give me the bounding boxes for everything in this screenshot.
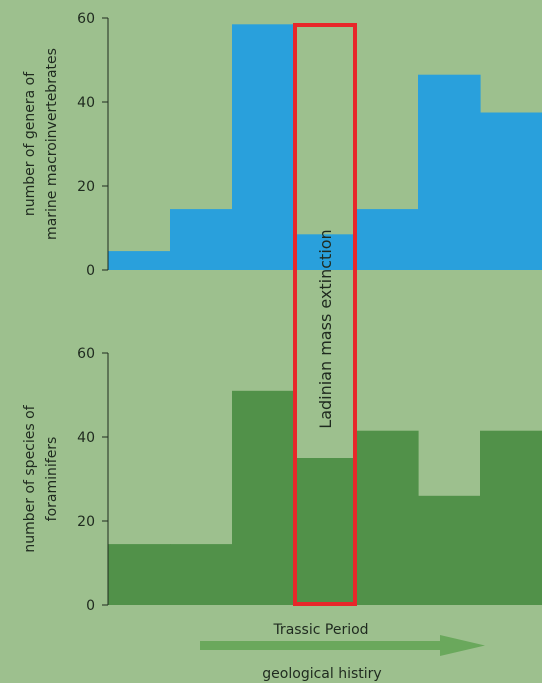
bar-0-4 — [356, 209, 419, 270]
y-tick-label-0-2: 40 — [77, 95, 95, 111]
extinction-label: Ladinian mass extinction — [316, 229, 335, 428]
bar-1-3 — [294, 458, 357, 605]
bar-1-2 — [232, 390, 295, 605]
y-tick-label-0-3: 60 — [77, 11, 95, 27]
bottom-panel: 0 20 40 60 number of species of foraminifers — [22, 346, 542, 614]
bar-0-5 — [418, 74, 481, 270]
y-tick-label-0-0: 0 — [86, 263, 95, 279]
bar-0-1 — [170, 209, 233, 270]
bar-0-0 — [108, 251, 171, 270]
bar-1-4 — [356, 430, 419, 605]
top-panel: 0 20 40 60 number of genera of marine macroin… — [22, 11, 542, 279]
y-axis-label-1-0: number of species of — [22, 404, 38, 552]
y-axis-label-0-1: marine macroinvertebrates — [44, 48, 60, 240]
y-axis-label-0-0: number of genera of — [22, 71, 38, 216]
y-axis-label-1-1: foraminifers — [44, 437, 60, 522]
bar-0-6 — [480, 112, 542, 270]
y-tick-label-1-0: 0 — [86, 598, 95, 614]
y-tick-label-1-1: 20 — [77, 514, 95, 530]
y-tick-label-1-3: 60 — [77, 346, 95, 362]
bar-1-5 — [418, 495, 481, 605]
bar-0-3 — [294, 234, 357, 270]
time-arrow-icon — [200, 635, 485, 656]
bar-1-0 — [108, 544, 171, 605]
extinction-annotation: Ladinian mass extinction — [293, 23, 357, 606]
bar-1-1 — [170, 544, 233, 605]
period-label: Trassic Period — [272, 622, 368, 638]
footer: Trassic Period geological histiry — [200, 622, 485, 682]
bar-0-2 — [232, 24, 295, 270]
axis-caption: geological histiry — [262, 666, 381, 682]
extinction-highlight-box — [293, 23, 357, 606]
bar-1-6 — [480, 430, 542, 605]
y-tick-label-0-1: 20 — [77, 179, 95, 195]
y-tick-label-1-2: 40 — [77, 430, 95, 446]
